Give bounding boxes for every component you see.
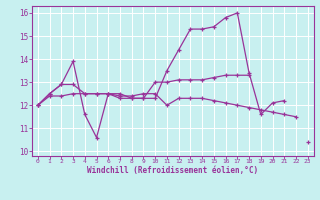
X-axis label: Windchill (Refroidissement éolien,°C): Windchill (Refroidissement éolien,°C) [87, 166, 258, 175]
